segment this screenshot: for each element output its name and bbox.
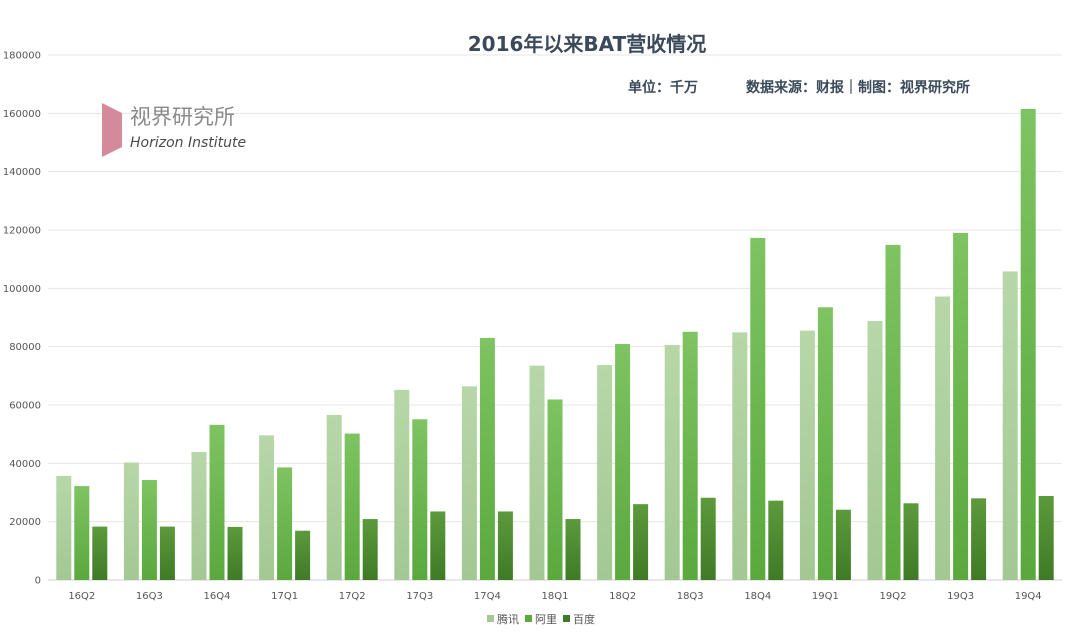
bar-16Q4-腾讯 (191, 451, 207, 580)
x-tick-label: 17Q1 (271, 591, 298, 602)
x-tick-label: 17Q2 (339, 591, 366, 602)
bar-16Q3-阿里 (141, 479, 157, 580)
bar-16Q2-阿里 (74, 486, 90, 580)
x-tick-label: 19Q1 (812, 591, 839, 602)
bar-17Q1-阿里 (277, 467, 293, 580)
y-tick-label: 20000 (9, 517, 41, 528)
bar-16Q2-腾讯 (56, 475, 72, 580)
bar-19Q1-阿里 (817, 307, 833, 580)
bar-19Q2-腾讯 (867, 321, 883, 580)
y-axis: 0 20000 40000 60000 80000 100000 120000 140000 1… (3, 51, 41, 587)
y-tick-label: 100000 (3, 284, 41, 295)
bar-16Q3-腾讯 (123, 462, 139, 580)
bar-17Q3-阿里 (412, 419, 428, 580)
bar-19Q4-腾讯 (1002, 271, 1018, 580)
bar-18Q1-腾讯 (529, 365, 545, 580)
x-tick-label: 16Q4 (204, 591, 231, 602)
legend-label: 阿里 (535, 613, 557, 626)
legend: 腾讯 阿里 百度 (487, 612, 595, 626)
chart-title: 2016年以来BAT营收情况 (468, 32, 706, 56)
y-tick-label: 0 (35, 576, 41, 587)
bar-16Q4-阿里 (209, 424, 225, 580)
x-tick-label: 19Q4 (1015, 591, 1042, 602)
source-label: 数据来源：财报｜制图：视界研究所 (746, 79, 970, 96)
bar-19Q1-百度 (835, 509, 851, 580)
bar-19Q2-阿里 (885, 244, 901, 580)
bar-18Q2-阿里 (615, 344, 631, 580)
bars (56, 108, 1054, 580)
x-tick-label: 17Q4 (474, 591, 501, 602)
bar-17Q1-腾讯 (259, 435, 275, 580)
bar-17Q2-阿里 (344, 433, 360, 580)
x-tick-label: 18Q1 (542, 591, 569, 602)
x-tick-label: 18Q3 (677, 591, 704, 602)
bar-18Q4-百度 (768, 500, 784, 580)
bar-17Q3-百度 (430, 511, 446, 580)
bar-19Q2-百度 (903, 503, 919, 580)
y-tick-label: 180000 (3, 51, 41, 62)
logo-mark-icon (102, 103, 122, 157)
bar-18Q1-百度 (565, 519, 581, 580)
bar-17Q1-百度 (295, 530, 311, 580)
bar-18Q2-百度 (633, 504, 649, 580)
y-tick-label: 120000 (3, 226, 41, 237)
x-axis: 16Q2 16Q3 16Q4 17Q1 17Q2 17Q3 17Q4 18Q1 18Q2 18Q3… (68, 591, 1041, 602)
bar-17Q2-腾讯 (326, 414, 342, 580)
bar-16Q3-百度 (159, 526, 175, 580)
logo: 视界研究所 Horizon Institute (102, 103, 246, 157)
bar-17Q2-百度 (362, 519, 378, 580)
bar-16Q4-百度 (227, 526, 243, 580)
y-tick-label: 80000 (9, 342, 41, 353)
bar-19Q1-腾讯 (799, 330, 815, 580)
x-tick-label: 18Q2 (609, 591, 636, 602)
x-tick-label: 18Q4 (744, 591, 771, 602)
logo-english-text: Horizon Institute (130, 135, 246, 151)
bar-17Q4-百度 (497, 511, 513, 580)
x-tick-label: 17Q3 (406, 591, 433, 602)
legend-swatch (487, 615, 494, 622)
bar-18Q3-阿里 (682, 331, 698, 580)
legend-label: 百度 (573, 612, 595, 626)
x-tick-label: 19Q2 (880, 591, 907, 602)
bar-18Q1-阿里 (547, 399, 563, 580)
bar-18Q4-腾讯 (732, 332, 748, 580)
legend-swatch (525, 615, 532, 622)
bar-19Q4-阿里 (1020, 108, 1036, 580)
legend-swatch (563, 615, 570, 622)
legend-label: 腾讯 (497, 612, 519, 626)
logo-chinese-text: 视界研究所 (130, 105, 235, 129)
x-tick-label: 19Q3 (947, 591, 974, 602)
bar-19Q3-百度 (971, 498, 987, 580)
bar-17Q4-腾讯 (461, 386, 477, 580)
y-tick-label: 160000 (3, 109, 41, 120)
bar-17Q4-阿里 (479, 337, 495, 580)
unit-label: 单位：千万 (628, 79, 698, 96)
bar-18Q2-腾讯 (597, 365, 613, 580)
bar-16Q2-百度 (92, 526, 108, 580)
bar-19Q4-百度 (1038, 496, 1054, 580)
bar-18Q3-腾讯 (664, 344, 680, 580)
y-tick-label: 140000 (3, 167, 41, 178)
bar-18Q3-百度 (700, 497, 716, 580)
y-tick-label: 60000 (9, 401, 41, 412)
bar-19Q3-腾讯 (935, 296, 951, 580)
x-tick-label: 16Q2 (68, 591, 95, 602)
bar-19Q3-阿里 (953, 232, 969, 580)
bar-17Q3-腾讯 (394, 389, 410, 580)
y-tick-label: 40000 (9, 459, 41, 470)
bar-18Q4-阿里 (750, 237, 766, 580)
x-tick-label: 16Q3 (136, 591, 163, 602)
